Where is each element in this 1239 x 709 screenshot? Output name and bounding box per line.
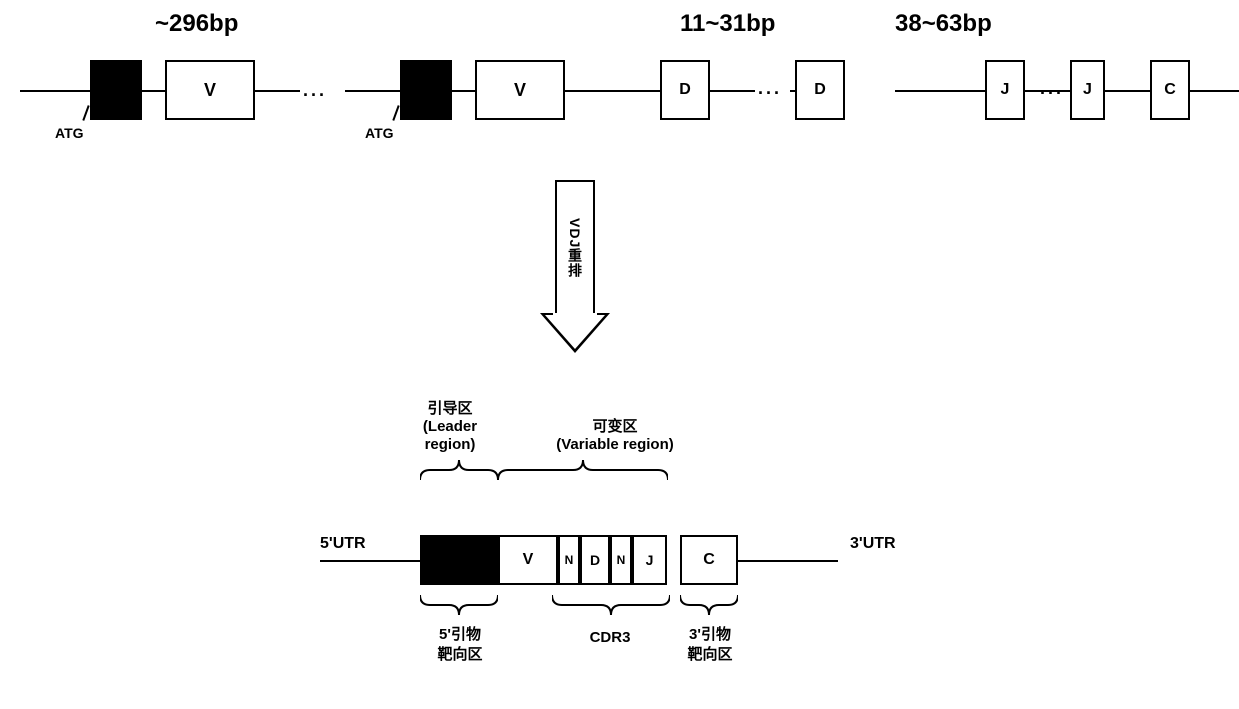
v-size-label: ~296bp	[155, 10, 238, 38]
brace-top	[420, 460, 498, 480]
j-segment: J	[632, 535, 667, 585]
c-segment: C	[1150, 60, 1190, 120]
d-segment: D	[795, 60, 845, 120]
leader-box	[400, 60, 452, 120]
vdj-arrow: VDJ重排	[540, 180, 610, 360]
seg-label: N	[617, 553, 626, 567]
j-segment: J	[985, 60, 1025, 120]
j-label: J	[1083, 81, 1092, 99]
seg-label: V	[523, 551, 534, 569]
dna-line	[450, 90, 475, 92]
j-segment: J	[1070, 60, 1105, 120]
dna-line	[345, 90, 400, 92]
atg-tick	[82, 105, 89, 121]
d-segment: D	[580, 535, 610, 585]
dna-line	[565, 90, 660, 92]
arrow-head-inner	[545, 315, 605, 349]
v-label: V	[514, 80, 526, 101]
atg-label: ATG	[55, 125, 84, 141]
primer3-label: 3'引物 靶向区	[665, 625, 755, 664]
seg-label: D	[590, 552, 600, 568]
v-segment: V	[498, 535, 558, 585]
rearranged-locus: 引导区 (Leader region) 可变区 (Variable region…	[320, 400, 920, 700]
brace-bottom	[420, 595, 498, 615]
germline-locus: ~296bp 11~31bp 38~63bp V V D D J J C ATG…	[20, 10, 1220, 150]
v-segment: V	[475, 60, 565, 120]
d-label: D	[679, 81, 691, 99]
arrow-body: VDJ重排	[555, 180, 595, 315]
n-segment: N	[558, 535, 580, 585]
leader-segment	[420, 535, 498, 585]
j-size-label: 38~63bp	[895, 10, 992, 38]
dna-line	[140, 90, 165, 92]
dna-line	[1105, 90, 1150, 92]
dna-line	[710, 90, 755, 92]
dna-line	[1190, 90, 1239, 92]
brace-bottom	[680, 595, 738, 615]
dna-line	[255, 90, 300, 92]
v-segment: V	[165, 60, 255, 120]
atg-label: ATG	[365, 125, 394, 141]
dna-line	[320, 560, 420, 562]
seg-label: C	[703, 551, 715, 569]
leader-region-label: 引导区 (Leader region)	[400, 400, 500, 454]
arrow-text: VDJ重排	[565, 218, 585, 278]
dna-line	[738, 560, 838, 562]
j-label: J	[1001, 81, 1010, 99]
seg-label: J	[646, 552, 654, 568]
cdr3-label: CDR3	[570, 628, 650, 648]
d-segment: D	[660, 60, 710, 120]
ellipsis: ...	[1040, 78, 1064, 99]
dna-line	[895, 90, 985, 92]
ellipsis: ...	[758, 78, 782, 99]
leader-box	[90, 60, 142, 120]
c-label: C	[1164, 81, 1176, 99]
atg-tick	[392, 105, 399, 121]
n-segment: N	[610, 535, 632, 585]
brace-top	[498, 460, 668, 480]
utr3-label: 3'UTR	[850, 535, 896, 553]
arrow-head-border	[553, 313, 597, 315]
brace-bottom	[552, 595, 670, 615]
c-segment: C	[680, 535, 738, 585]
d-label: D	[814, 81, 826, 99]
ellipsis: ...	[303, 80, 327, 101]
variable-region-label: 可变区 (Variable region)	[525, 418, 705, 454]
d-size-label: 11~31bp	[680, 10, 775, 38]
v-label: V	[204, 80, 216, 101]
dna-line	[20, 90, 90, 92]
primer5-label: 5'引物 靶向区	[415, 625, 505, 664]
utr5-label: 5'UTR	[320, 535, 366, 553]
seg-label: N	[565, 553, 574, 567]
